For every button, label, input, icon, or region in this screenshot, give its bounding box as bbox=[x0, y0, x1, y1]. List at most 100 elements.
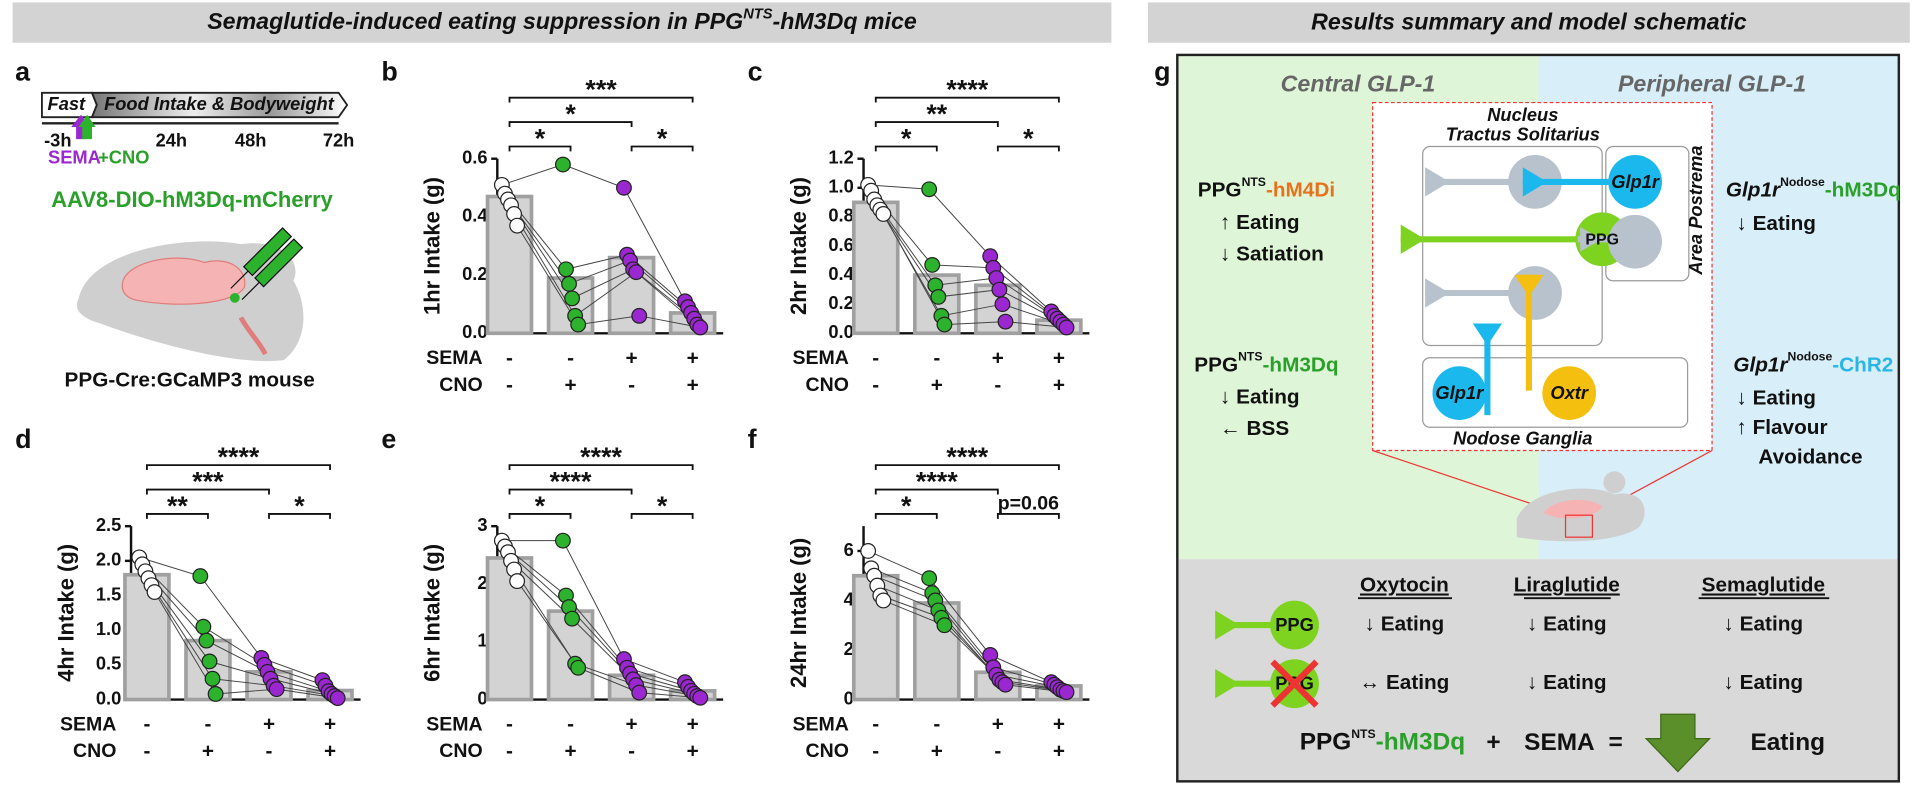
plus: + bbox=[1486, 729, 1500, 756]
y-tick-label: 6 bbox=[844, 539, 854, 560]
sig-bracket bbox=[508, 513, 572, 519]
ap-label: Area Postrema bbox=[1685, 145, 1706, 275]
data-point bbox=[564, 610, 581, 627]
nts-label: Nucleus bbox=[1487, 104, 1558, 125]
neurons bbox=[1400, 155, 1662, 420]
mouse-line bbox=[151, 584, 335, 697]
header-right: Results summary and model schematic bbox=[1311, 8, 1747, 34]
condition-label: CNO bbox=[439, 374, 482, 396]
mouse-line bbox=[154, 591, 338, 699]
condition-sign: + bbox=[687, 713, 699, 736]
data-point bbox=[860, 543, 877, 559]
data-point bbox=[564, 290, 581, 307]
nts-label: Tractus Solitarius bbox=[1446, 123, 1600, 144]
sema-label: SEMA bbox=[48, 147, 101, 168]
condition-sign: - bbox=[205, 713, 212, 736]
sig-bracket bbox=[508, 96, 694, 103]
data-point bbox=[554, 156, 571, 173]
data-point bbox=[192, 568, 209, 585]
y-tick-label: 2.5 bbox=[96, 514, 121, 535]
condition-sign: + bbox=[626, 713, 638, 736]
construct-base: Glp1r bbox=[1733, 354, 1789, 377]
sig-bracket bbox=[874, 488, 999, 495]
construct-sup: Nodose bbox=[1780, 175, 1825, 189]
mouse-line bbox=[507, 199, 692, 314]
mouse-line bbox=[876, 204, 1061, 323]
fast-label: Fast bbox=[48, 93, 87, 114]
mouse-line bbox=[516, 580, 701, 699]
dose-arrow bbox=[78, 114, 96, 140]
condition-sign: - bbox=[266, 740, 273, 763]
mouse-line bbox=[880, 595, 1064, 692]
sig-bracket bbox=[630, 513, 694, 519]
data-point bbox=[924, 256, 941, 273]
condition-sign: - bbox=[628, 740, 635, 763]
mouse-line bbox=[504, 546, 689, 688]
sig-bracket bbox=[996, 513, 1060, 519]
sig-label: * bbox=[1023, 123, 1034, 153]
data-point bbox=[195, 618, 212, 635]
mouse-brain bbox=[121, 257, 246, 305]
condition-label: SEMA bbox=[793, 347, 849, 369]
condition-sign: + bbox=[1053, 346, 1065, 369]
cell: ↔ Eating bbox=[1359, 671, 1449, 694]
panel-label: f bbox=[748, 424, 757, 454]
y-tick-label: 1.0 bbox=[828, 176, 853, 197]
condition-label: CNO bbox=[806, 374, 849, 396]
condition-sign: - bbox=[506, 713, 513, 736]
sig-bracket bbox=[146, 488, 270, 495]
mouse-label: PPG-Cre:GCaMP3 mouse bbox=[65, 368, 315, 391]
oxtr-label: Oxtr bbox=[1550, 382, 1589, 403]
sig-bracket bbox=[146, 513, 209, 519]
drug: SEMA bbox=[1524, 729, 1595, 756]
y-axis-title: 2hr Intake (g) bbox=[786, 177, 811, 315]
sig-label: **** bbox=[580, 442, 622, 472]
header-bar bbox=[12, 2, 1112, 43]
sig-label: p=0.06 bbox=[998, 492, 1059, 514]
effect: ← BSS bbox=[1220, 417, 1289, 440]
sig-bracket bbox=[146, 464, 331, 471]
condition-sign: + bbox=[1053, 713, 1065, 736]
mouse-line bbox=[510, 560, 695, 695]
sig-bracket bbox=[268, 513, 331, 519]
time-label: 48h bbox=[235, 129, 267, 150]
mouse-line bbox=[507, 551, 692, 692]
data-point bbox=[268, 681, 285, 698]
y-tick-label: 0.6 bbox=[462, 147, 487, 168]
sig-bracket bbox=[996, 145, 1060, 152]
y-tick-label: 0 bbox=[477, 687, 487, 708]
equals: = bbox=[1608, 729, 1622, 756]
y-axis-title: 4hr Intake (g) bbox=[53, 544, 78, 682]
sig-label: *** bbox=[192, 467, 224, 497]
condition-sign: + bbox=[564, 373, 576, 396]
condition-sign: - bbox=[143, 740, 150, 763]
sig-label: **** bbox=[916, 467, 958, 497]
effect: ↑ Eating bbox=[1220, 211, 1300, 234]
condition-sign: - bbox=[994, 740, 1001, 763]
y-tick-label: 2.0 bbox=[96, 549, 121, 570]
y-axis-title: 24hr Intake (g) bbox=[786, 538, 811, 688]
construct-base: PPG bbox=[1300, 729, 1352, 756]
data-point bbox=[936, 617, 953, 634]
sig-label: **** bbox=[550, 467, 592, 497]
sig-bracket bbox=[874, 145, 938, 152]
condition-sign: + bbox=[931, 740, 943, 763]
sig-label: * bbox=[535, 123, 546, 153]
data-point bbox=[1058, 319, 1075, 336]
cell: ↓ Eating bbox=[1527, 613, 1607, 636]
data-point bbox=[570, 316, 587, 333]
y-tick-label: 4 bbox=[844, 588, 855, 609]
construct-base: Glp1r bbox=[1726, 179, 1782, 202]
column-header: Oxytocin bbox=[1360, 573, 1449, 596]
time-label: 24h bbox=[156, 129, 188, 150]
effect: ↓ Eating bbox=[1220, 385, 1300, 408]
condition-sign: + bbox=[1053, 740, 1065, 763]
cell: ↓ Eating bbox=[1724, 613, 1804, 636]
condition-sign: - bbox=[994, 373, 1001, 396]
construct-base: PPG bbox=[1198, 179, 1242, 202]
effect: ↓ Eating bbox=[1736, 212, 1816, 235]
y-tick-label: 1.0 bbox=[96, 618, 121, 639]
condition-label: SEMA bbox=[426, 347, 482, 369]
sig-bracket bbox=[508, 145, 572, 152]
condition-sign: + bbox=[687, 740, 699, 763]
